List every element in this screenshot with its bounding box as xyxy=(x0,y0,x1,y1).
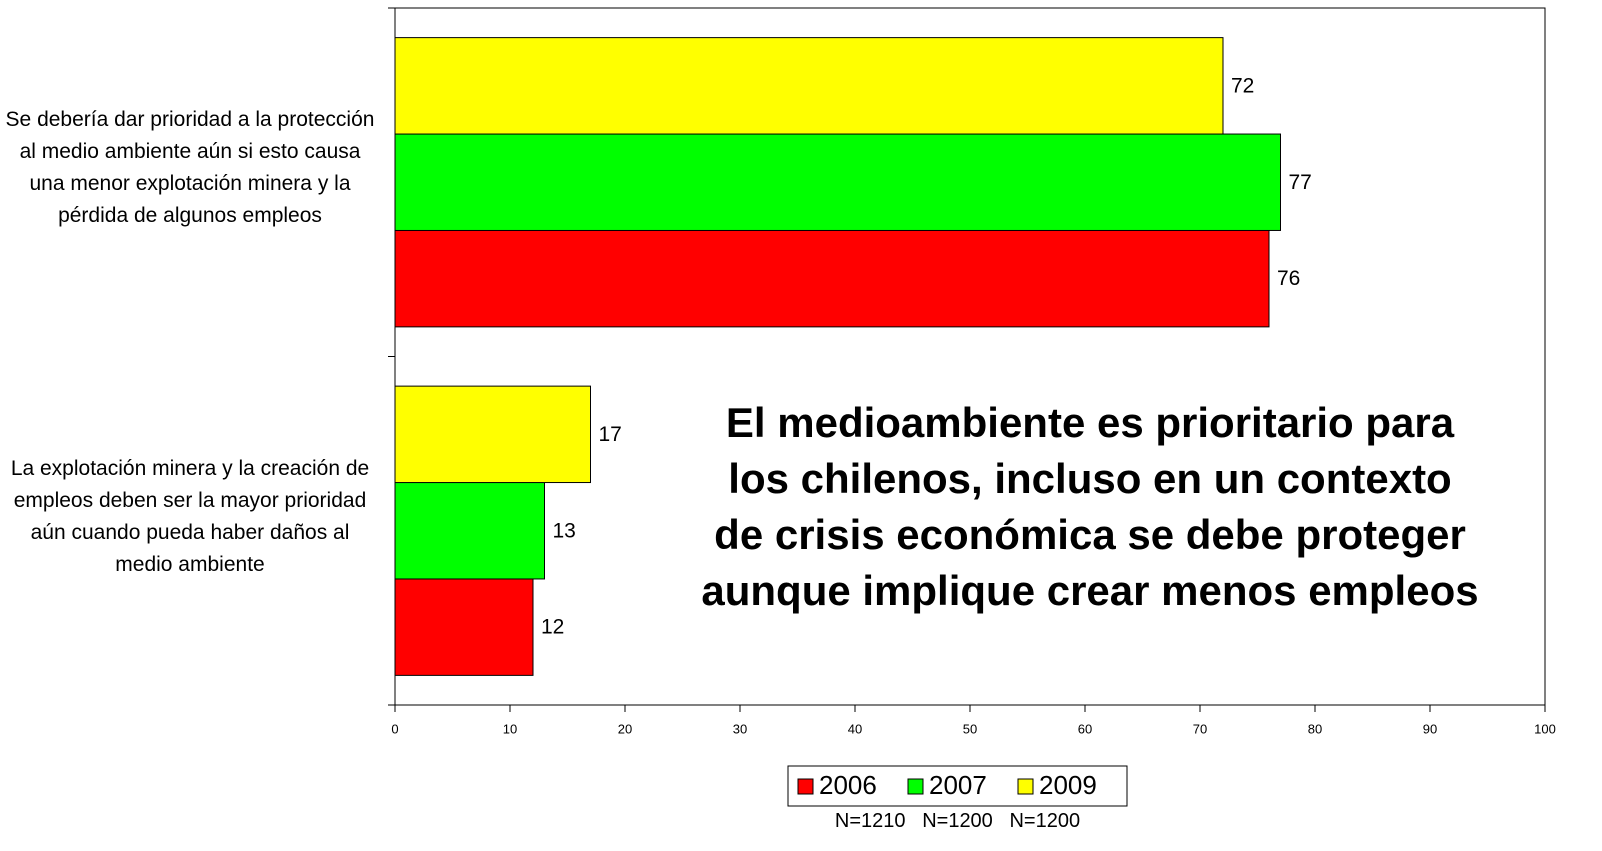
x-tick-label: 30 xyxy=(733,721,747,736)
value-label: 17 xyxy=(599,423,622,446)
legend-label: 2009 xyxy=(1039,770,1097,800)
legend-label: 2006 xyxy=(819,770,877,800)
value-label: 77 xyxy=(1289,171,1312,194)
x-tick-label: 60 xyxy=(1078,721,1092,736)
x-tick-label: 80 xyxy=(1308,721,1322,736)
legend-box xyxy=(787,765,1128,807)
legend-swatch xyxy=(797,778,814,795)
x-tick-label: 90 xyxy=(1423,721,1437,736)
legend-swatch xyxy=(907,778,924,795)
value-label: 13 xyxy=(553,519,576,542)
bar xyxy=(394,385,591,484)
category-label: La explotación minera y la creación de e… xyxy=(10,456,370,576)
x-tick-label: 40 xyxy=(848,721,862,736)
category-label: Se debería dar prioridad a la protección… xyxy=(5,108,375,228)
value-label: 72 xyxy=(1231,74,1254,97)
bar xyxy=(394,133,1281,231)
x-tick-label: 100 xyxy=(1534,721,1556,736)
x-tick-label: 50 xyxy=(963,721,977,736)
legend-swatch xyxy=(1017,778,1034,795)
legend-label: 2007 xyxy=(929,770,987,800)
bar xyxy=(394,229,1270,328)
value-label: 12 xyxy=(541,616,564,639)
x-tick-label: 0 xyxy=(391,721,398,736)
x-tick-label: 10 xyxy=(503,721,517,736)
bar xyxy=(394,482,545,580)
annotation: El medioambiente es prioritario para los… xyxy=(701,399,1479,614)
bar xyxy=(394,37,1224,135)
bar xyxy=(394,578,534,676)
x-tick-label: 70 xyxy=(1193,721,1207,736)
value-label: 76 xyxy=(1277,267,1300,290)
legend-note: N=1210 N=1200 N=1200 xyxy=(834,810,1081,832)
x-tick-label: 20 xyxy=(618,721,632,736)
